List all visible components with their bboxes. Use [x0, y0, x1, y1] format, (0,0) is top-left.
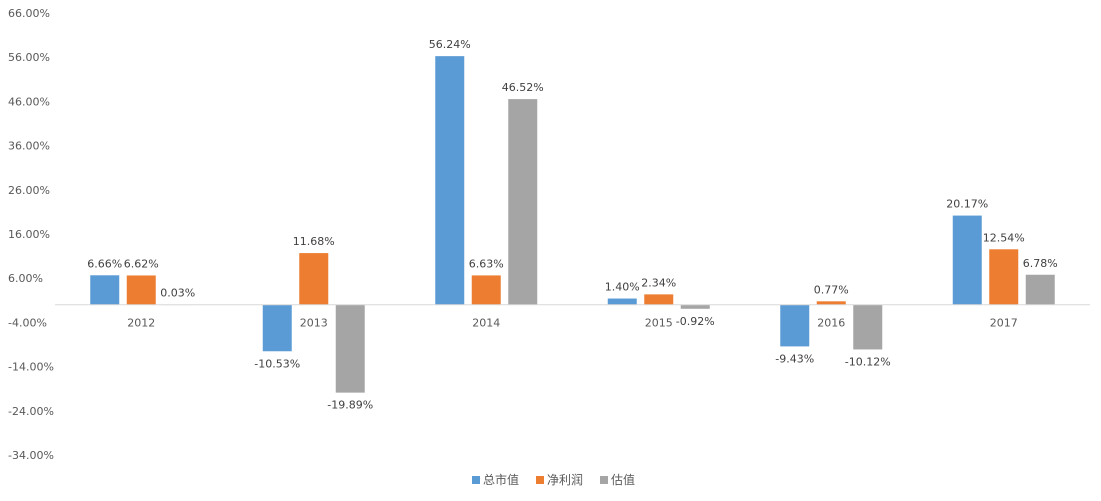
- category-label: 2013: [300, 317, 328, 330]
- bar-总市值-2017: [952, 215, 982, 305]
- bar-总市值-2012: [90, 275, 120, 305]
- y-tick-label: -24.00%: [8, 405, 54, 418]
- data-labels: 6.66% 6.62% 0.03% -10.53% 11.68% -19.89% 56.24…: [87, 38, 1057, 411]
- data-label: 0.03%: [160, 287, 195, 300]
- y-tick-label: 56.00%: [8, 51, 50, 64]
- legend-label: 净利润: [547, 473, 583, 487]
- bar-净利润-2013: [299, 253, 329, 305]
- y-tick-label: 16.00%: [8, 228, 50, 241]
- data-label: 6.62%: [124, 257, 159, 270]
- y-tick-label: 36.00%: [8, 140, 50, 153]
- bar-净利润-2015: [644, 294, 674, 305]
- y-tick-label: -14.00%: [8, 361, 54, 374]
- data-label: -19.89%: [327, 399, 373, 412]
- category-label: 2015: [645, 317, 673, 330]
- legend-label: 总市值: [483, 472, 519, 487]
- y-tick-label: 6.00%: [8, 272, 43, 285]
- data-label: 6.66%: [87, 257, 122, 270]
- bar-总市值-2013: [262, 304, 292, 352]
- data-label: 6.78%: [1023, 257, 1058, 270]
- y-tick-label: -4.00%: [8, 316, 47, 329]
- y-tick-label: 46.00%: [8, 95, 50, 108]
- bars: [90, 56, 1055, 393]
- category-label: 2017: [990, 317, 1018, 330]
- legend-swatch: [472, 476, 480, 484]
- y-tick-label: -34.00%: [8, 449, 54, 462]
- data-label: 6.63%: [469, 257, 504, 270]
- data-label: 12.54%: [983, 231, 1025, 244]
- data-label: 11.68%: [293, 235, 335, 248]
- bar-估值-2014: [508, 99, 538, 305]
- data-label: 46.52%: [502, 81, 544, 94]
- bar-净利润-2016: [816, 301, 846, 305]
- bar-估值-2017: [1025, 274, 1055, 305]
- bar-总市值-2014: [435, 56, 465, 305]
- bar-净利润-2014: [471, 275, 501, 305]
- bar-估值-2013: [335, 304, 365, 393]
- x-axis: 2012 2013 2014 2015 2016 2017: [127, 317, 1018, 330]
- data-label: 1.40%: [605, 281, 640, 294]
- bar-净利润-2017: [989, 249, 1019, 305]
- data-label: -9.43%: [775, 352, 814, 365]
- data-label: 0.77%: [814, 283, 849, 296]
- bar-估值-2015: [680, 304, 710, 309]
- bar-总市值-2016: [780, 304, 810, 347]
- data-label: 56.24%: [429, 38, 471, 51]
- data-label: -10.53%: [254, 357, 300, 370]
- y-axis: 66.00% 56.00% 46.00% 36.00% 26.00% 16.00% 6.00…: [8, 7, 54, 462]
- data-label: -0.92%: [676, 315, 715, 328]
- legend: 总市值 净利润 估值: [472, 472, 635, 487]
- data-label: 2.34%: [641, 276, 676, 289]
- category-label: 2012: [127, 317, 155, 330]
- y-tick-label: 26.00%: [8, 184, 50, 197]
- bar-总市值-2015: [607, 298, 637, 305]
- bar-估值-2016: [853, 304, 883, 350]
- legend-swatch: [600, 476, 608, 484]
- bar-净利润-2012: [126, 275, 156, 305]
- category-label: 2016: [817, 317, 845, 330]
- legend-swatch: [536, 476, 544, 484]
- data-label: 20.17%: [946, 198, 988, 211]
- category-label: 2014: [472, 317, 500, 330]
- y-tick-label: 66.00%: [8, 7, 50, 20]
- legend-label: 估值: [611, 472, 635, 487]
- data-label: -10.12%: [845, 355, 891, 368]
